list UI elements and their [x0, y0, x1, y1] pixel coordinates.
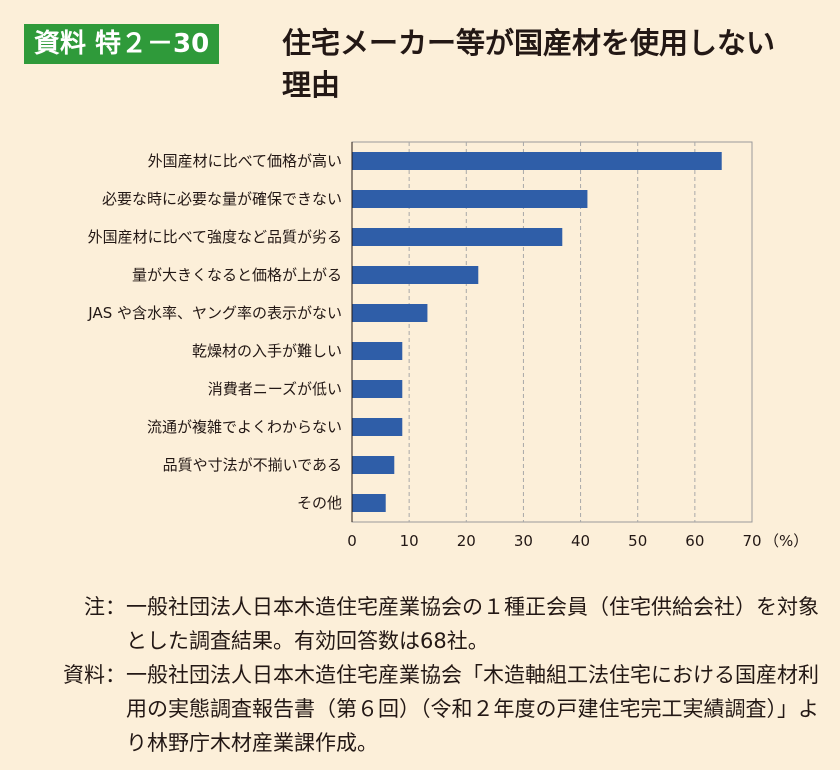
category-label: 流通が複雑でよくわからない: [147, 418, 342, 436]
bar: [352, 304, 428, 322]
bar: [352, 266, 479, 284]
bar: [352, 456, 395, 474]
chart-title: 住宅メーカー等が国産材を使用しない理由: [282, 26, 776, 102]
category-label: 外国産材に比べて強度など品質が劣る: [88, 228, 342, 246]
figure-number-badge: 資料 特２－30: [24, 24, 220, 64]
note-text: 一般社団法人日本木造住宅産業協会の１種正会員（住宅供給会社）を対象とした調査結果…: [126, 595, 819, 653]
category-label: 消費者ニーズが低い: [208, 380, 342, 398]
category-label: 量が大きくなると価格が上がる: [132, 266, 342, 284]
bar: [352, 228, 563, 246]
note-row: 注： 一般社団法人日本木造住宅産業協会の１種正会員（住宅供給会社）を対象とした調…: [20, 590, 820, 658]
x-tick-label: 70: [742, 532, 761, 550]
x-tick-label: 0: [347, 532, 357, 550]
bar: [352, 342, 403, 360]
category-label: 必要な時に必要な量が確保できない: [102, 190, 342, 208]
category-label: 乾燥材の入手が難しい: [192, 342, 342, 360]
category-label: JAS や含水率、ヤング率の表示がない: [87, 304, 342, 322]
category-label: その他: [297, 494, 342, 512]
bar: [352, 190, 588, 208]
x-tick-label: 20: [457, 532, 476, 550]
x-axis-unit: （%）: [764, 532, 808, 550]
category-label: 外国産材に比べて価格が高い: [148, 152, 342, 170]
bar-chart: 0 10 20 30 40 50 60 70 （%） 外国産材に比べて価格が高い必要な時に必要な量…: [87, 141, 808, 550]
category-label: 品質や寸法が不揃いである: [163, 456, 342, 474]
source-row: 資料： 一般社団法人日本木造住宅産業協会「木造軸組工法住宅における国産材利用の実…: [20, 658, 820, 760]
x-tick-label: 40: [571, 532, 590, 550]
source-label: 資料：: [63, 663, 126, 687]
bar: [352, 152, 722, 170]
bar: [352, 418, 403, 436]
x-tick-label: 30: [514, 532, 533, 550]
x-tick-label: 60: [685, 532, 704, 550]
source-text: 一般社団法人日本木造住宅産業協会「木造軸組工法住宅における国産材利用の実態調査報…: [126, 663, 819, 755]
x-tick-label: 50: [628, 532, 647, 550]
notes-section: 注： 一般社団法人日本木造住宅産業協会の１種正会員（住宅供給会社）を対象とした調…: [20, 590, 820, 760]
note-label: 注：: [84, 595, 126, 619]
bar: [352, 494, 386, 512]
bar: [352, 380, 403, 398]
x-tick-label: 10: [400, 532, 419, 550]
